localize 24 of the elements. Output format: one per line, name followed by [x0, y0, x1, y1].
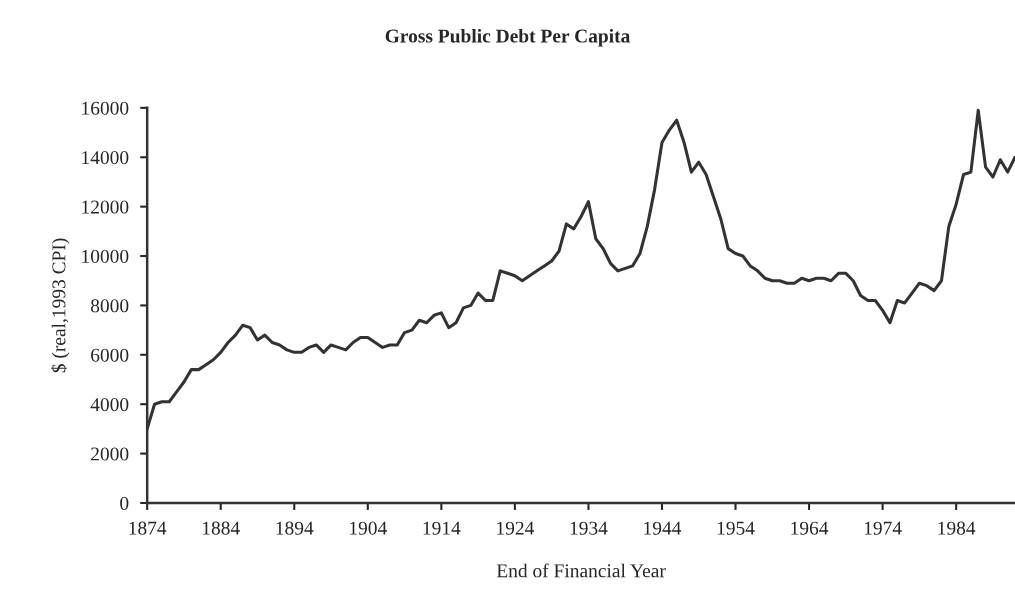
x-tick-label: 1964 [791, 521, 829, 535]
y-tick-label: 16000 [82, 101, 129, 115]
x-tick-label: 1924 [497, 521, 535, 535]
y-tick-label: 4000 [90, 398, 129, 412]
x-axis-title: End of Financial Year [496, 563, 666, 578]
y-tick-label: 0 [120, 496, 129, 510]
y-tick-label: 14000 [82, 151, 129, 165]
y-axis-title: $ (real,1993 CPI) [51, 238, 70, 373]
x-tick-label: 1914 [423, 521, 461, 535]
y-tick-label: 2000 [91, 447, 129, 461]
y-tick-label: 10000 [82, 249, 129, 263]
x-tick-label: 1954 [717, 521, 755, 535]
x-tick-label: 1934 [570, 521, 608, 535]
x-tick-label: 1884 [202, 521, 240, 535]
y-tick-label: 6000 [91, 348, 129, 362]
x-tick-label: 1894 [276, 521, 314, 535]
x-tick-label: 1984 [938, 521, 976, 535]
x-tick-label: 1904 [350, 521, 387, 535]
x-tick-label: 1974 [864, 521, 902, 535]
y-tick-label: 12000 [82, 200, 129, 214]
x-tick-label: 1874 [129, 521, 167, 535]
chart-title: Gross Public Debt Per Capita [385, 28, 630, 47]
x-tick-label: 1944 [644, 521, 682, 535]
y-tick-label: 8000 [90, 299, 129, 313]
